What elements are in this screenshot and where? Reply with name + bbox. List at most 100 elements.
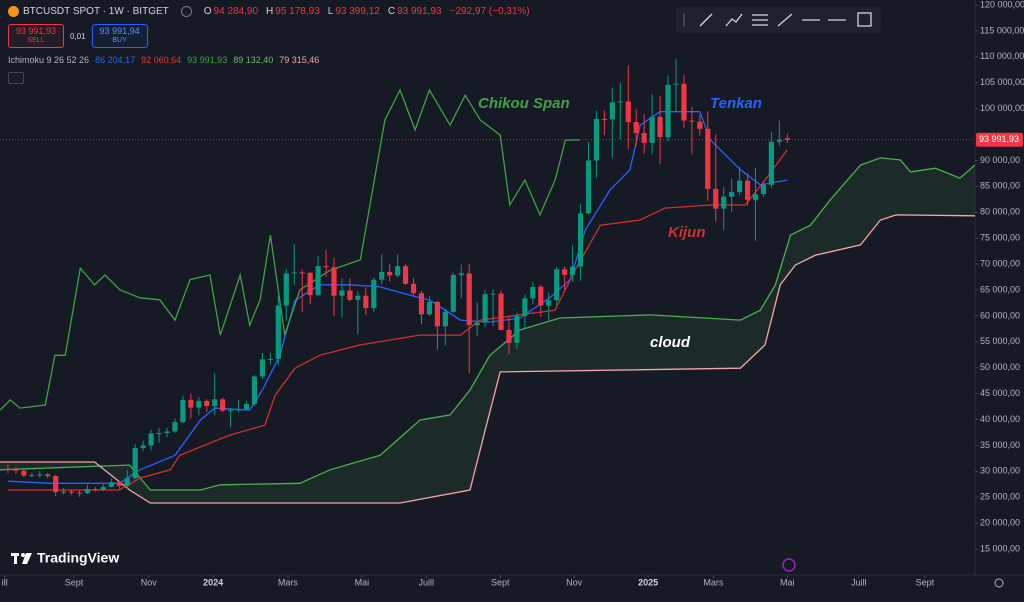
annotation: Chikou Span [478, 95, 570, 112]
y-tick-label: 25 000,00 [980, 492, 1020, 502]
buy-button[interactable]: 93 991,94 BUY [91, 24, 148, 48]
candle-body [601, 119, 607, 120]
candle-body [450, 274, 456, 312]
candle-body [116, 482, 122, 486]
cloud-upper-line [0, 157, 976, 491]
candle-body [371, 279, 377, 309]
y-tick-label: 115 000,00 [980, 25, 1024, 35]
candle-body [768, 141, 774, 185]
ohlc-label: O [203, 6, 212, 17]
candle-body [100, 486, 106, 490]
candle-body [307, 272, 313, 296]
candle-body [458, 273, 464, 275]
candle-body [323, 266, 329, 268]
candle-body [148, 433, 154, 446]
candle-body [697, 121, 703, 129]
candle-body [570, 266, 576, 275]
rectangle-tool[interactable] [857, 12, 872, 27]
symbol-title: BTCUSDT SPOT · 1W · BITGET [23, 6, 169, 17]
ohlc-label: H [266, 6, 274, 17]
fib-tool[interactable] [752, 14, 768, 26]
candle-body [13, 469, 19, 471]
indicator-line [7, 111, 788, 484]
cloud-fill [0, 157, 975, 503]
settings-icon[interactable] [994, 578, 1004, 588]
candle-body [649, 116, 655, 143]
y-tick-label: 100 000,00 [980, 103, 1024, 113]
candle-body [76, 492, 83, 494]
candle-body [522, 298, 528, 316]
candle-body [490, 293, 496, 295]
candle-body [530, 286, 536, 299]
candle-body [426, 301, 433, 315]
x-tick-label: Mars [278, 577, 298, 587]
ohlc-item: H 95 178,93 [266, 6, 320, 17]
candle-body [172, 422, 178, 432]
candle-body [140, 445, 146, 449]
x-tick-label: Mai [355, 577, 370, 587]
cloud-lower-line [0, 214, 976, 504]
y-tick-label: 55 000,00 [980, 336, 1020, 346]
candle-body [45, 474, 51, 477]
collapse-button[interactable] [8, 72, 24, 84]
y-tick-label: 120 000,00 [980, 0, 1024, 9]
candle-body [609, 102, 615, 120]
buy-label: BUY [112, 37, 127, 44]
path-tool[interactable] [725, 13, 743, 27]
y-tick-label: 35 000,00 [980, 440, 1020, 450]
candle-body [514, 315, 520, 343]
sell-label: SELL [27, 37, 45, 44]
indicator-line [0, 88, 580, 411]
candle-body [554, 269, 560, 301]
ohlc-value: 95 178,93 [275, 6, 320, 17]
indicator-value: 93 991,93 [187, 55, 228, 65]
y-tick-label: 70 000,00 [980, 258, 1020, 268]
y-tick-label: 80 000,00 [980, 207, 1020, 217]
candle-body [259, 359, 266, 377]
candle-body [204, 400, 210, 407]
trend-line-tool[interactable] [699, 13, 713, 27]
candle-body [577, 213, 584, 267]
candle-body [784, 138, 790, 140]
ray-tool[interactable] [777, 13, 793, 27]
x-tick-label: Mars [703, 577, 723, 587]
last-price-label: 93 991,93 [979, 134, 1019, 144]
candle-body [681, 83, 687, 121]
candle-body [498, 293, 504, 330]
indicator-value: 86 204,17 [95, 55, 136, 65]
candle-body [673, 83, 679, 85]
brand: TradingView [37, 550, 119, 566]
x-tick-label: Nov [141, 577, 158, 587]
candle-body [283, 273, 289, 306]
visibility-icon[interactable] [180, 6, 192, 17]
ohlc-item: L 93 399,12 [328, 6, 380, 17]
x-tick-label: Sept [491, 577, 510, 587]
y-tick-label: 40 000,00 [980, 414, 1020, 424]
y-tick-label: 75 000,00 [980, 233, 1020, 243]
candle-body [331, 267, 337, 296]
ohlc-item: C 93 991,93 [388, 6, 442, 17]
drawing-toolbar [676, 7, 881, 33]
events-icon[interactable] [782, 558, 796, 572]
annotation: Kijun [668, 224, 706, 241]
candle-body [243, 404, 250, 410]
candle-body [713, 188, 719, 209]
y-tick-label: 85 000,00 [980, 181, 1020, 191]
y-tick-label: 15 000,00 [980, 543, 1020, 553]
candle-body [212, 399, 218, 407]
candle-body [5, 468, 11, 470]
candle-body [593, 119, 600, 161]
y-tick-label: 30 000,00 [980, 466, 1020, 476]
candle-body [562, 269, 568, 275]
candle-body [196, 400, 202, 408]
sell-button[interactable]: 93 991,93 SELL [8, 24, 64, 48]
x-tick-label: ill [2, 577, 8, 587]
indicator-value: 92 060,64 [141, 55, 182, 65]
candle-body [442, 311, 448, 327]
candle-body [235, 409, 242, 411]
sell-price: 93 991,93 [15, 26, 57, 36]
ohlc-value: 94 284,90 [213, 6, 259, 17]
candle-body [180, 399, 186, 423]
